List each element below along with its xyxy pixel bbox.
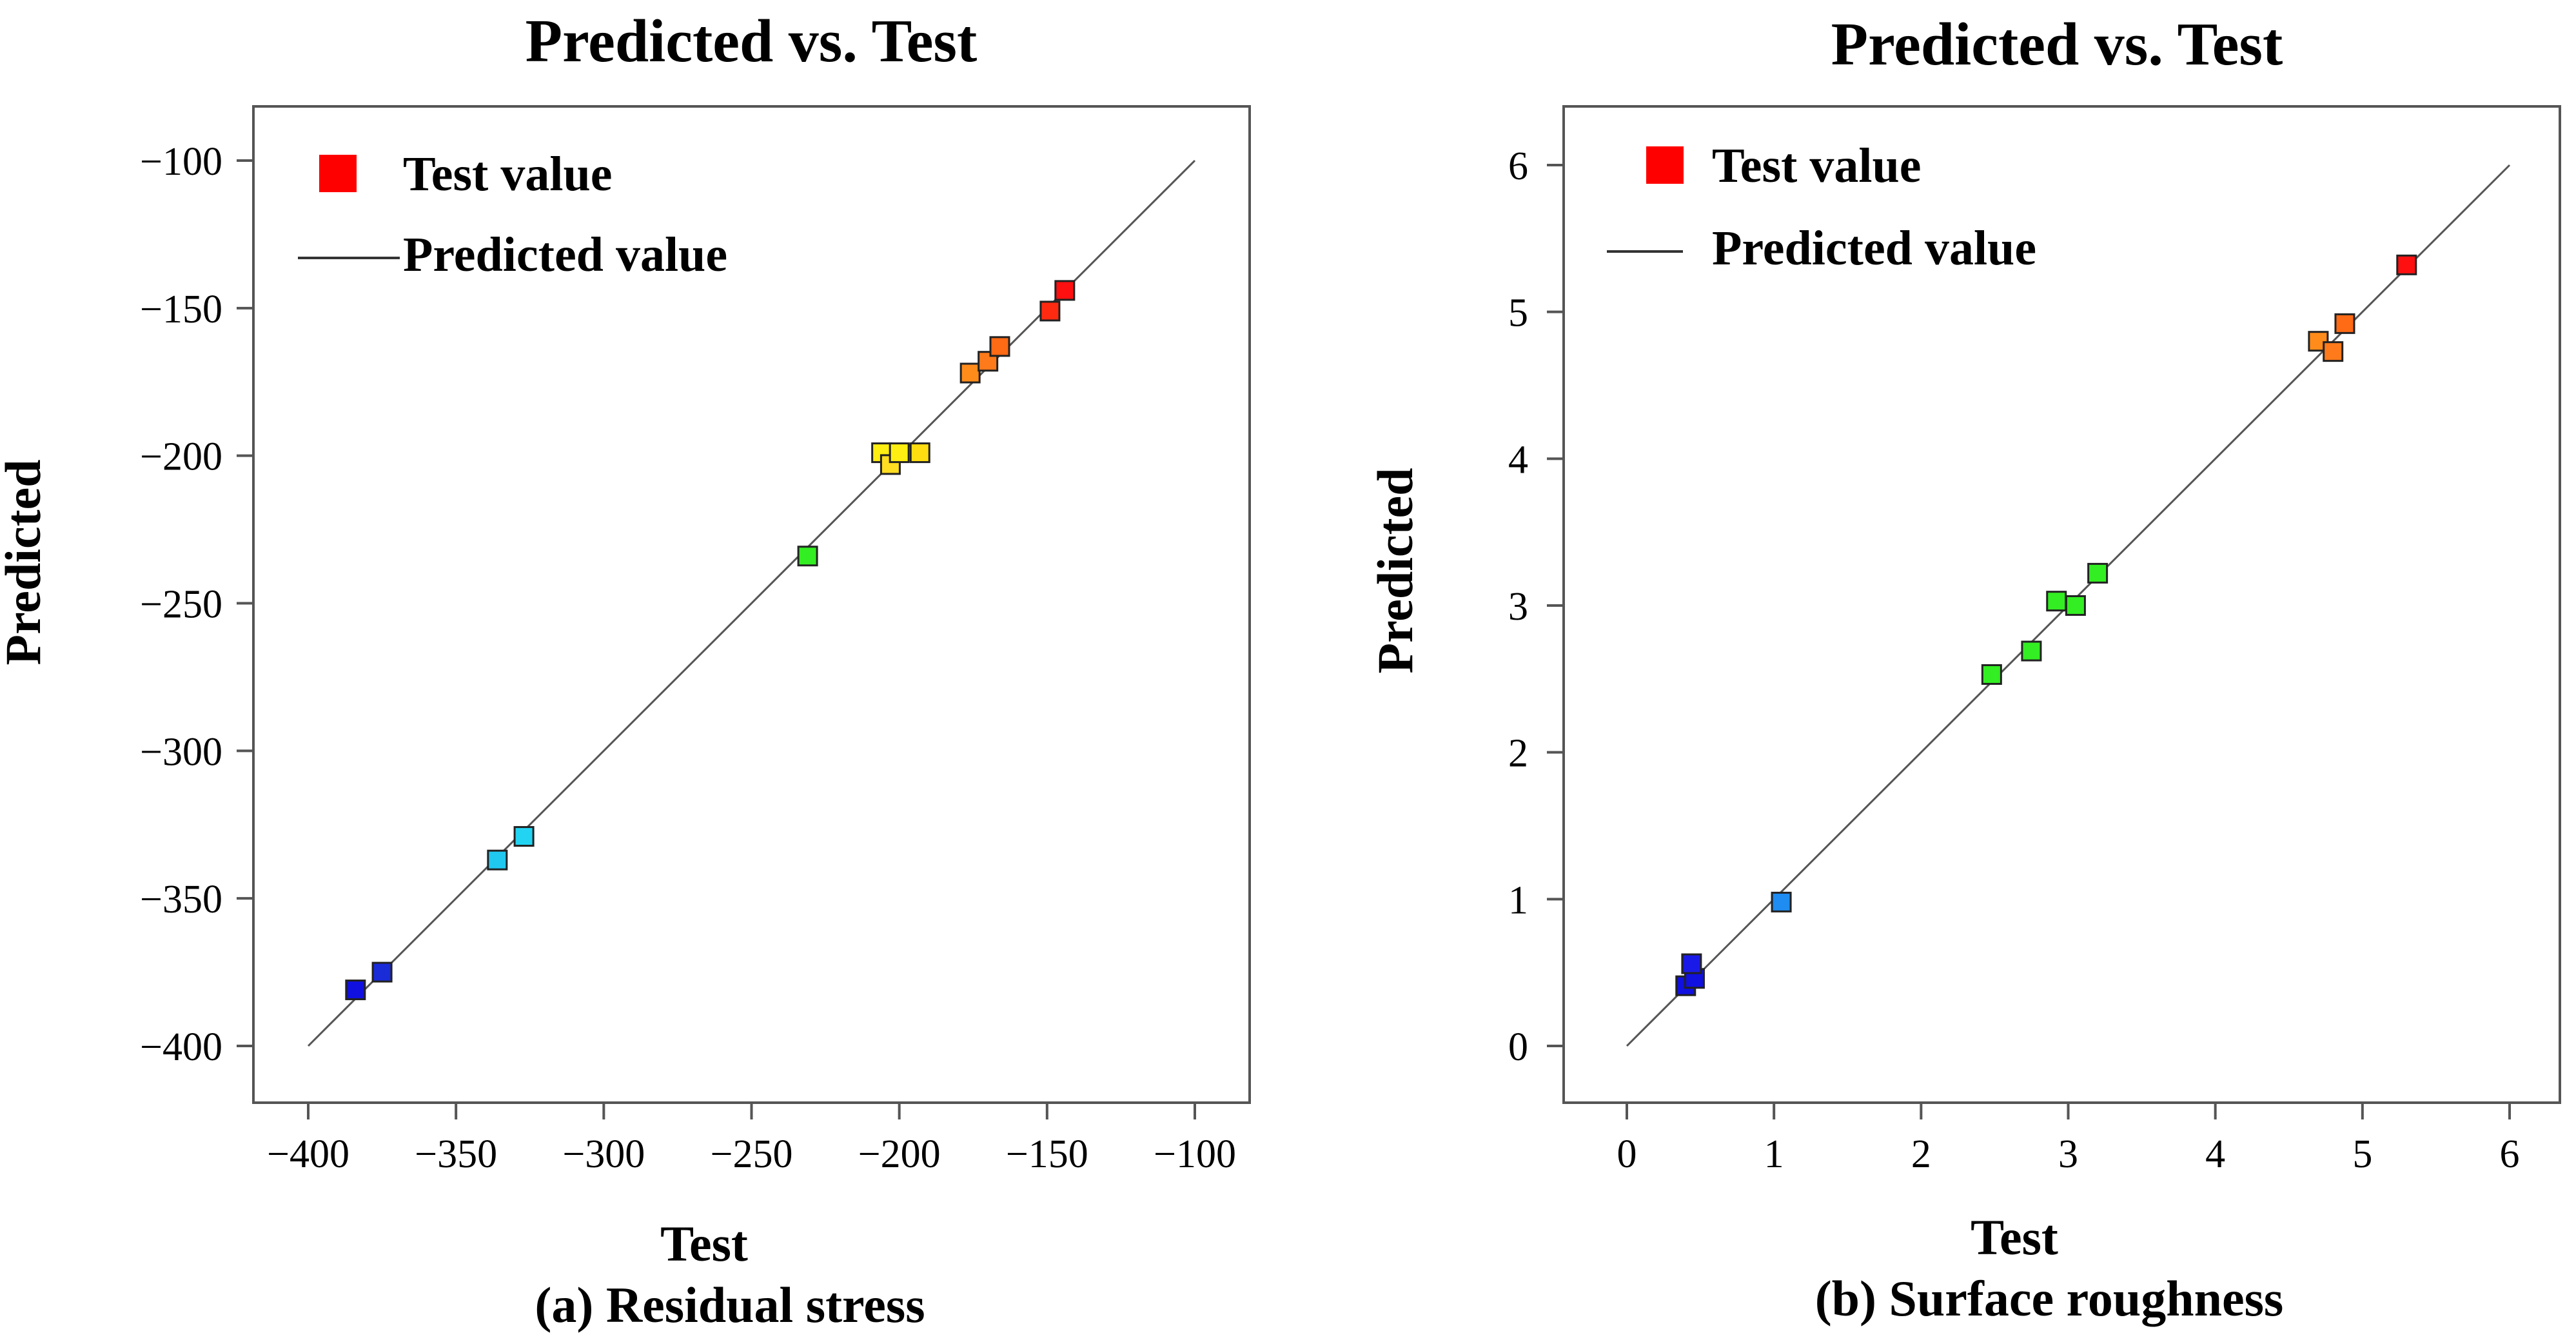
- test-point: [345, 980, 366, 1001]
- legend-marker-test-value: [319, 155, 357, 192]
- y-tick-label: 6: [1508, 144, 1528, 188]
- legend-label-test-value: Test value: [1712, 139, 1921, 193]
- y-tick-label: 3: [1508, 585, 1528, 629]
- x-axis-label: Test: [660, 1216, 748, 1272]
- legend-label-predicted-value: Predicted value: [1712, 221, 2036, 275]
- x-tick-label: 0: [1617, 1132, 1637, 1176]
- y-tick-label: −350: [140, 878, 222, 921]
- y-tick-label: −300: [140, 730, 222, 774]
- test-point: [2396, 254, 2417, 275]
- test-point: [371, 961, 393, 983]
- legend-label-predicted-value: Predicted value: [403, 228, 727, 282]
- x-tick-label: −100: [1154, 1132, 1236, 1176]
- test-point: [2087, 562, 2109, 584]
- x-axis-label: Test: [1971, 1209, 2058, 1265]
- test-point: [1981, 664, 2002, 685]
- x-tick-label: 5: [2352, 1132, 2372, 1176]
- y-tick-label: 0: [1508, 1025, 1528, 1069]
- x-tick-label: 6: [2500, 1132, 2520, 1176]
- y-tick-label: 2: [1508, 732, 1528, 776]
- legend-marker-test-value: [1646, 146, 1684, 184]
- y-tick-label: −200: [140, 435, 222, 479]
- chart-caption: (a) Residual stress: [535, 1277, 925, 1333]
- y-tick-label: 1: [1508, 878, 1528, 922]
- chart-caption: (b) Surface roughness: [1815, 1270, 2284, 1326]
- chart-residual-stress: Predicted vs. Test −400 −350 −300 −250 −200 −1…: [0, 8, 1251, 1333]
- test-point: [909, 442, 930, 464]
- x-tick-label: 4: [2205, 1132, 2225, 1176]
- x-tick-label: 1: [1764, 1132, 1784, 1176]
- test-point: [1681, 953, 1702, 974]
- x-tick-label: −150: [1006, 1132, 1088, 1176]
- test-point: [2021, 640, 2042, 662]
- x-tick-label: −250: [711, 1132, 793, 1176]
- y-tick-label: −250: [140, 583, 222, 627]
- y-tick-label: 4: [1508, 438, 1528, 482]
- x-tick-label: −350: [415, 1132, 497, 1176]
- test-point: [1771, 891, 1792, 912]
- y-tick-label: 5: [1508, 291, 1528, 335]
- test-point: [797, 546, 818, 567]
- test-point: [1039, 301, 1061, 322]
- y-axis-label: Predicted: [1367, 468, 1423, 673]
- test-point: [513, 826, 535, 847]
- legend-label-test-value: Test value: [403, 147, 612, 201]
- test-point: [959, 362, 981, 384]
- x-tick-label: 3: [2058, 1132, 2078, 1176]
- x-tick-label: −200: [858, 1132, 941, 1176]
- test-point: [2334, 313, 2355, 334]
- y-tick-label: −150: [140, 288, 222, 331]
- test-point: [889, 442, 910, 464]
- test-point: [2046, 591, 2067, 612]
- x-tick-label: −400: [267, 1132, 349, 1176]
- chart-title: Predicted vs. Test: [1831, 11, 2283, 78]
- chart-title: Predicted vs. Test: [526, 8, 978, 75]
- chart-surface-roughness: Predicted vs. Test 0 1 2 3 4 5 6 0 1 2 3 4 5 6 Test Pred…: [1367, 11, 2561, 1326]
- test-point: [487, 849, 508, 871]
- y-tick-label: −400: [140, 1025, 222, 1069]
- test-point: [2065, 595, 2086, 616]
- test-point: [1054, 280, 1076, 301]
- test-point: [989, 336, 1010, 357]
- y-axis-label: Predicted: [0, 459, 51, 665]
- y-tick-label: −100: [140, 140, 222, 184]
- x-tick-label: 2: [1911, 1132, 1931, 1176]
- x-tick-label: −300: [562, 1132, 645, 1176]
- test-point: [2323, 341, 2344, 362]
